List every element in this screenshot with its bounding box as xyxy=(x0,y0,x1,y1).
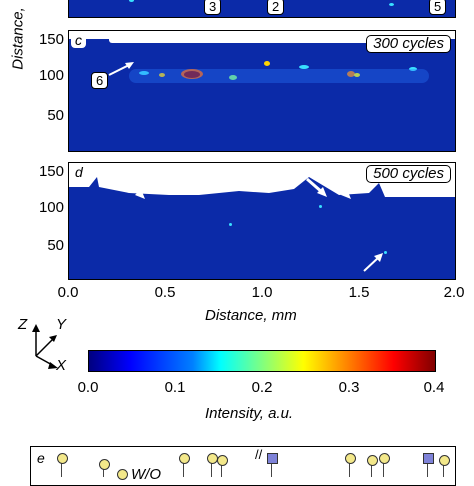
circle-marker xyxy=(99,459,110,470)
hot-spot xyxy=(229,223,232,226)
colorbar-tick-3: 0.3 xyxy=(338,379,360,396)
xtick-2: 1.0 xyxy=(251,284,273,301)
circle-marker xyxy=(179,453,190,464)
x-axis-title: Distance, mm xyxy=(205,307,297,324)
xtick-1: 0.5 xyxy=(154,284,176,301)
colorbar-title: Intensity, a.u. xyxy=(205,405,294,422)
cycles-label-c: 300 cycles xyxy=(366,35,451,53)
marker-6: 6 xyxy=(91,72,109,89)
circle-marker xyxy=(367,455,378,466)
triad-z-label: Z xyxy=(18,316,28,333)
surface-profile xyxy=(69,163,455,197)
colorbar-tick-1: 0.1 xyxy=(164,379,186,396)
circle-marker xyxy=(57,453,68,464)
hot-spot xyxy=(139,71,149,75)
arrow-icon xyxy=(108,62,134,76)
hot-spot xyxy=(354,73,360,77)
axis-break-icon: // xyxy=(255,447,263,462)
hollow-arrow-icon xyxy=(330,179,351,199)
hot-spot xyxy=(159,73,165,77)
hot-spot xyxy=(229,75,237,80)
colorbar-tick-4: 0.4 xyxy=(423,379,445,396)
top-panel: 3 2 5 xyxy=(68,0,456,18)
cycles-label-d: 500 cycles xyxy=(366,165,451,183)
circle-marker xyxy=(439,455,450,466)
hollow-arrow-icon xyxy=(124,179,145,199)
panel-e: e W/O // xyxy=(30,446,456,486)
hot-spot xyxy=(299,65,309,69)
square-marker xyxy=(267,453,278,464)
triad-x-label: X xyxy=(56,357,67,374)
ytick-c-100: 100 xyxy=(38,67,64,84)
hot-spot xyxy=(409,67,417,71)
xtick-3: 1.5 xyxy=(348,284,370,301)
hot-spot xyxy=(184,71,200,78)
hot-spot xyxy=(389,3,394,6)
legend-circle-marker xyxy=(117,469,128,480)
hollow-arrow-icon xyxy=(306,177,327,197)
square-marker xyxy=(423,453,434,464)
panel-letter-c: c xyxy=(71,33,86,48)
xtick-4: 2.0 xyxy=(443,284,465,301)
hot-spot xyxy=(347,71,355,77)
panel-letter-d: d xyxy=(71,165,87,180)
ytick-d-50: 50 xyxy=(47,237,64,254)
axis-triad-icon xyxy=(32,324,58,369)
colorbar-tick-2: 0.2 xyxy=(251,379,273,396)
hot-spot xyxy=(129,0,134,2)
ytick-c-50: 50 xyxy=(47,107,64,124)
hot-spot xyxy=(319,205,322,208)
hot-spot xyxy=(264,61,270,66)
legend-text: W/O xyxy=(131,466,161,483)
panel-c: c 300 cycles 6 xyxy=(68,30,456,152)
marker-3: 3 xyxy=(204,0,222,15)
circle-marker xyxy=(345,453,356,464)
marker-5: 5 xyxy=(429,0,447,15)
marker-2: 2 xyxy=(267,0,285,15)
colorbar-tick-0: 0.0 xyxy=(77,379,99,396)
y-axis-title: Distance, xyxy=(9,7,27,70)
triad-y-label: Y xyxy=(56,316,67,333)
panel-d: d 500 cycles xyxy=(68,162,456,280)
hot-spot xyxy=(384,251,387,254)
panel-letter-e: e xyxy=(33,451,49,466)
ytick-d-100: 100 xyxy=(38,199,64,216)
xtick-0: 0.0 xyxy=(57,284,79,301)
colorbar xyxy=(88,350,436,372)
circle-marker xyxy=(217,455,228,466)
arrow-icon xyxy=(363,253,383,272)
circle-marker xyxy=(379,453,390,464)
ytick-c-150: 150 xyxy=(38,31,64,48)
ytick-d-150: 150 xyxy=(38,163,64,180)
